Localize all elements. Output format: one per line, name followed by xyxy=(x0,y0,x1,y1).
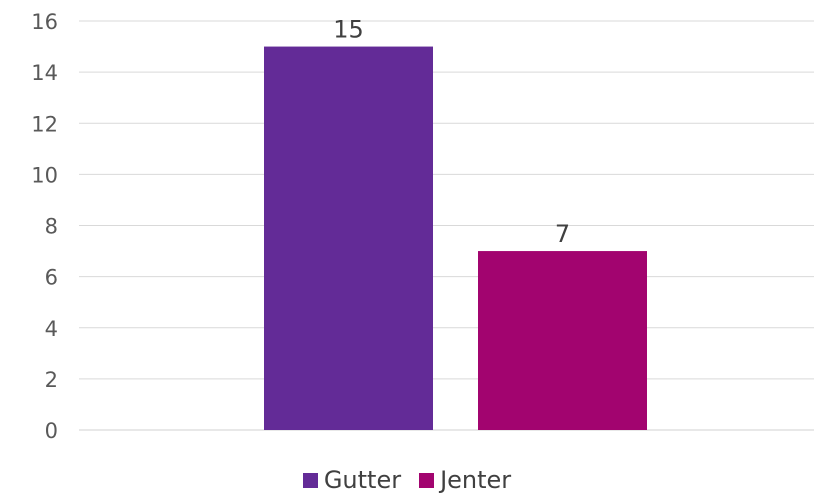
y-tick-label-16: 16 xyxy=(31,10,58,34)
gridlines xyxy=(79,20,814,431)
data-label-jenter: 7 xyxy=(555,220,570,248)
bar-gutter xyxy=(264,46,433,430)
y-tick-label-14: 14 xyxy=(31,61,58,85)
bar-jenter xyxy=(478,251,647,430)
y-tick-label-8: 8 xyxy=(45,215,58,239)
legend-swatch-gutter xyxy=(302,472,318,488)
y-tick-label-2: 2 xyxy=(45,368,58,392)
y-tick-label-10: 10 xyxy=(31,163,58,187)
y-tick-label-12: 12 xyxy=(31,112,58,136)
legend-label-gutter: Gutter xyxy=(323,466,402,494)
legend-item-gutter: Gutter xyxy=(302,466,402,494)
legend-item-jenter: Jenter xyxy=(419,466,511,494)
legend-label-jenter: Jenter xyxy=(440,466,512,494)
y-axis: 0 2 4 6 8 10 12 14 16 xyxy=(31,10,58,443)
y-tick-label-4: 4 xyxy=(45,317,58,341)
bars xyxy=(264,46,647,430)
legend-swatch-jenter xyxy=(419,472,435,488)
data-labels: 15 7 xyxy=(333,16,570,249)
y-tick-label-0: 0 xyxy=(45,419,58,443)
y-tick-label-6: 6 xyxy=(45,266,58,290)
data-label-gutter: 15 xyxy=(333,16,364,44)
legend: Gutter Jenter xyxy=(0,466,814,494)
